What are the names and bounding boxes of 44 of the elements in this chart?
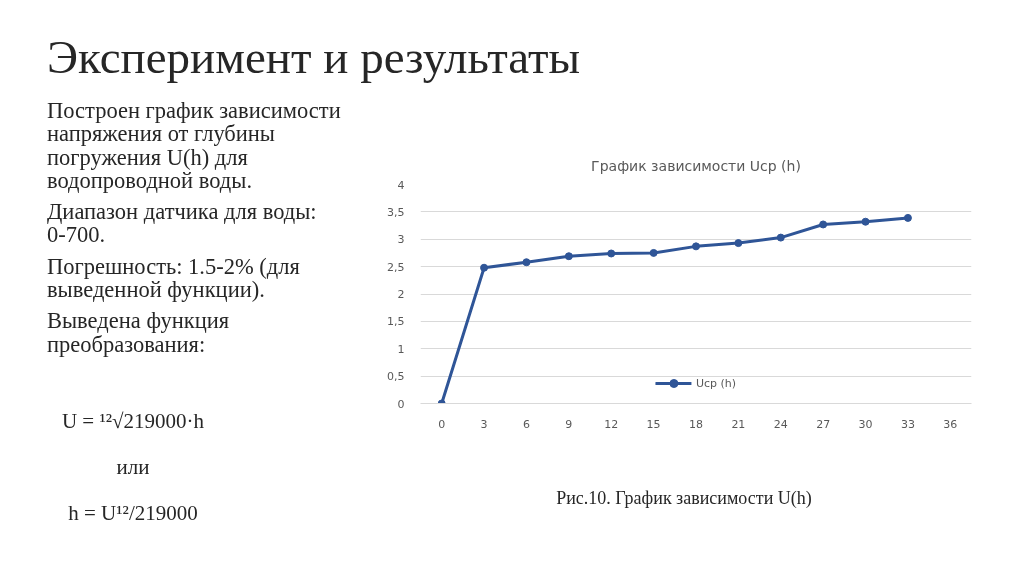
point: [903, 213, 912, 222]
point: [607, 249, 616, 258]
x-tick-label: 21: [731, 417, 746, 431]
x-tick-label: 6: [522, 417, 530, 431]
x-tick-label: 15: [646, 417, 661, 431]
x-tick-label: 27: [816, 417, 831, 431]
y-tick-label: 0,5: [387, 370, 405, 384]
x-tick-label: 33: [900, 417, 915, 431]
point: [480, 263, 489, 272]
y-tick-label: 4: [397, 178, 405, 192]
y-tick-label: 1,5: [387, 315, 405, 329]
text: h = U¹²/219000: [67, 499, 199, 526]
point: [819, 220, 828, 229]
x-tick-label: 0: [438, 417, 446, 431]
chart-title: График зависимости Uср (h): [591, 157, 801, 174]
point: [649, 248, 658, 257]
x-tick-label: 12: [604, 417, 619, 431]
y-tick-label: 1: [397, 342, 405, 356]
text: Построен график зависимости напряжения от глубины погружения U(h) для водопроводной воды.: [47, 98, 341, 193]
text: U = ¹²√219000·h: [60, 407, 206, 434]
text: Рис.10. График зависимости U(h): [555, 487, 813, 510]
point: [861, 217, 870, 226]
y-tick-label: 3: [397, 233, 405, 247]
point: [776, 233, 785, 242]
legend-label: Uср (h): [695, 376, 737, 390]
x-tick-label: 3: [480, 417, 488, 431]
point: [522, 258, 531, 267]
y-tick-label: 0: [397, 397, 405, 411]
point: [564, 252, 573, 261]
y-tick-label: 3,5: [387, 205, 405, 219]
x-tick-label: 18: [689, 417, 703, 431]
text: Диапазон датчика для воды: 0-700.: [47, 199, 318, 248]
text: Эксперимент и результаты: [47, 31, 581, 83]
x-tick-label: 9: [565, 417, 573, 431]
text: или: [115, 453, 151, 480]
x-tick-label: 24: [773, 417, 788, 431]
y-tick-label: 2: [397, 288, 405, 301]
point: [734, 239, 743, 248]
x-tick-label: 30: [858, 417, 873, 431]
y-tick-label: 2,5: [387, 260, 405, 274]
point: [692, 242, 700, 251]
text: Выведена функция преобразования:: [47, 308, 231, 357]
x-tick-label: 36: [943, 417, 958, 431]
text: Погрешность: 1.5-2% (для выведенной функции).: [47, 253, 301, 303]
